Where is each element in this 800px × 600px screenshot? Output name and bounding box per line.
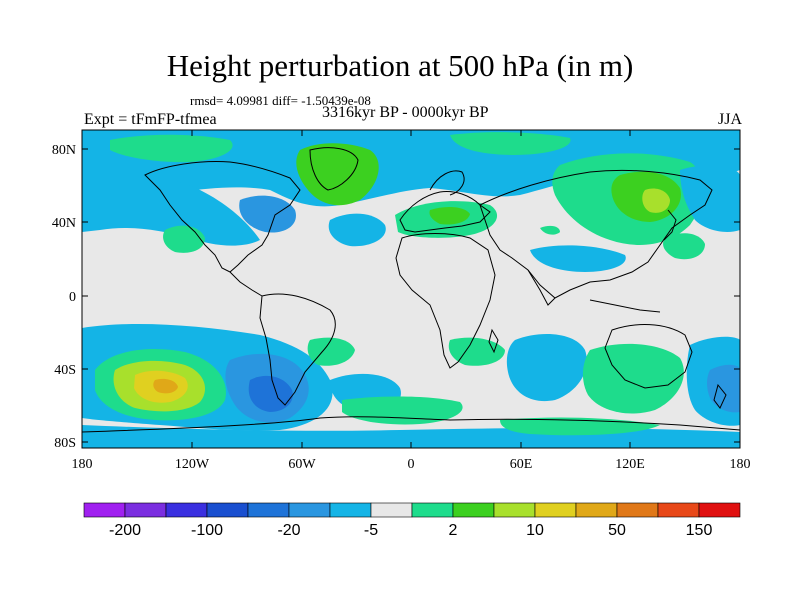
coast-central-america [229,271,263,297]
region-arctic-green [110,134,233,163]
lon-label-60e: 60E [510,457,533,472]
colorbar-swatch [206,502,249,518]
lon-axis: 180 120W 60W 0 60E 120E 180 [72,130,751,472]
colorbar-swatch [493,502,536,518]
region-australia-green [582,343,684,414]
lat-label-40s: 40S [54,363,76,378]
lon-label-60w: 60W [288,457,316,472]
stats-string: rmsd= 4.09981 diff= -1.50439e-08 [190,93,371,108]
colorbar-label: 50 [608,522,626,539]
colorbar-swatch [247,502,290,518]
coast-south-america [259,293,336,406]
coast-africa [395,233,496,369]
colorbar-label: -5 [364,522,378,539]
colorbar-swatch [657,502,700,518]
colorbar-swatch [124,502,167,518]
colorbar-label: -100 [191,522,223,539]
colorbar-label: -20 [277,522,300,539]
coast-new-zealand [713,383,727,409]
region-arctic-lightblue [82,130,740,207]
region-pacific-blue-ne [680,165,740,232]
subtitle-string: 3316kyr BP - 0000kyr BP [322,104,489,121]
lat-label-40n: 40N [52,216,76,231]
colorbar-label: -200 [109,522,141,539]
coast-greenland [309,147,359,191]
colorbar-swatch [370,502,413,518]
region-southern-ocean-green [342,396,463,425]
colorbar-swatch [83,502,126,518]
region-north-pacific-blue [82,174,260,246]
colorbar-swatch [698,502,741,518]
contour-field [82,130,740,448]
colorbar-swatch [165,502,208,518]
lat-label-80s: 80S [54,436,76,451]
region-north-america-blue [239,195,296,233]
coast-asia [479,169,713,299]
coast-india [527,269,556,306]
season-label: JJA [717,111,742,128]
colorbar-swatch [534,502,577,518]
coast-japan [663,209,677,241]
experiment-label: Expt = tFmFP-tfmea [84,111,217,128]
colorbar-swatch [616,502,659,518]
lat-label-eq: 0 [69,290,76,305]
coast-europe [399,191,491,233]
colorbar-swatch [452,502,495,518]
colorbar-swatch [575,502,618,518]
lat-label-80n: 80N [52,143,76,158]
region-south-pacific-high-peak [153,378,178,394]
region-greenland-green [296,143,379,206]
region-indian-blue [506,334,587,402]
region-china-blue [530,245,626,272]
lat-axis: 80N 40N 0 40S 80S [52,143,740,451]
coast-madagascar [488,328,499,354]
colorbar-labels: -200 -100 -20 -5 2 10 50 150 [109,522,712,539]
region-south-blue-east-core [707,364,740,413]
colorbar-label: 150 [686,522,713,539]
region-south-atlantic-green [307,337,355,366]
lon-label-120w: 120W [175,457,210,472]
coast-scandinavia [429,170,465,196]
region-atlantic-green-small [540,225,560,235]
region-indian-green [448,337,505,366]
coast-antarctica [82,416,740,433]
colorbar-swatch [411,502,454,518]
region-east-asia-core [642,188,670,213]
region-mid-pacific-green [163,225,205,253]
region-pacific-green-blob [663,233,705,260]
lon-label-120e: 120E [615,457,645,472]
colorbar [83,502,741,518]
lon-label-0: 0 [408,457,415,472]
colorbar-label: 10 [526,522,544,539]
lon-label-180e: 180 [730,457,751,472]
lon-label-180w: 180 [72,457,93,472]
colorbar-swatch [288,502,331,518]
coast-australia [604,324,693,389]
region-africa-green [429,206,470,225]
colorbar-swatch [329,502,372,518]
coastlines [82,147,740,433]
plot-title: Height perturbation at 500 hPa (in m) [166,48,634,83]
region-mid-atlantic-blue [328,213,386,247]
region-south-atlantic-low-core [248,375,293,412]
coast-north-america [144,161,301,273]
colorbar-label: 2 [449,522,458,539]
region-arctic-green-east [450,132,571,155]
coast-indonesia [589,299,661,313]
